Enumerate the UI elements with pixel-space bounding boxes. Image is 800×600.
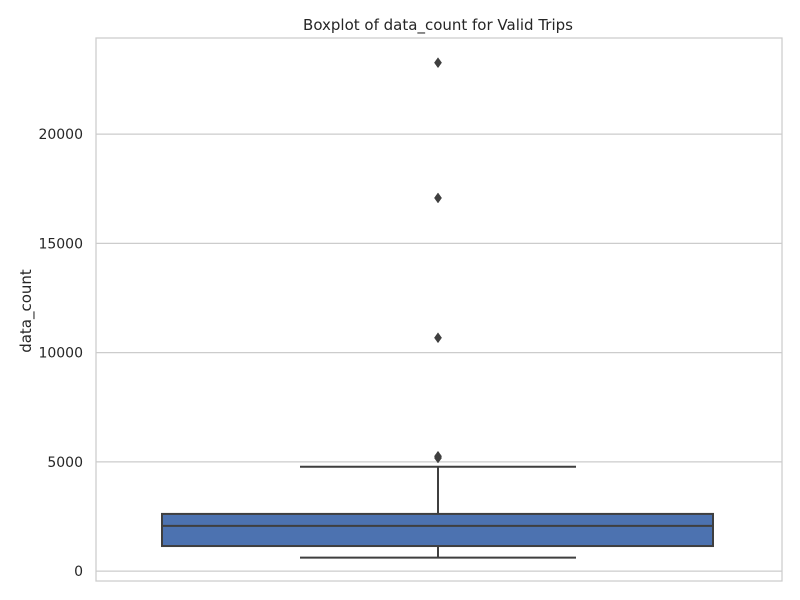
y-tick-label: 0	[74, 564, 83, 580]
outlier-point	[434, 450, 442, 462]
outlier-point	[434, 192, 442, 204]
y-tick-label: 10000	[38, 346, 83, 362]
y-axis-ticks: 0 5000 10000 15000 20000	[38, 127, 83, 580]
y-tick-label: 20000	[38, 127, 83, 143]
iqr-box	[161, 512, 714, 548]
outlier-points	[434, 57, 442, 464]
grid-lines	[96, 133, 782, 572]
outlier-point	[434, 332, 442, 344]
plot-frame	[95, 37, 783, 582]
chart-title: Boxplot of data_count for Valid Trips	[303, 16, 573, 35]
y-tick-label: 15000	[38, 236, 83, 252]
outlier-point	[434, 57, 442, 69]
y-tick-label: 5000	[47, 455, 83, 471]
y-axis-label: data_count	[17, 269, 36, 353]
box-group	[161, 465, 714, 559]
